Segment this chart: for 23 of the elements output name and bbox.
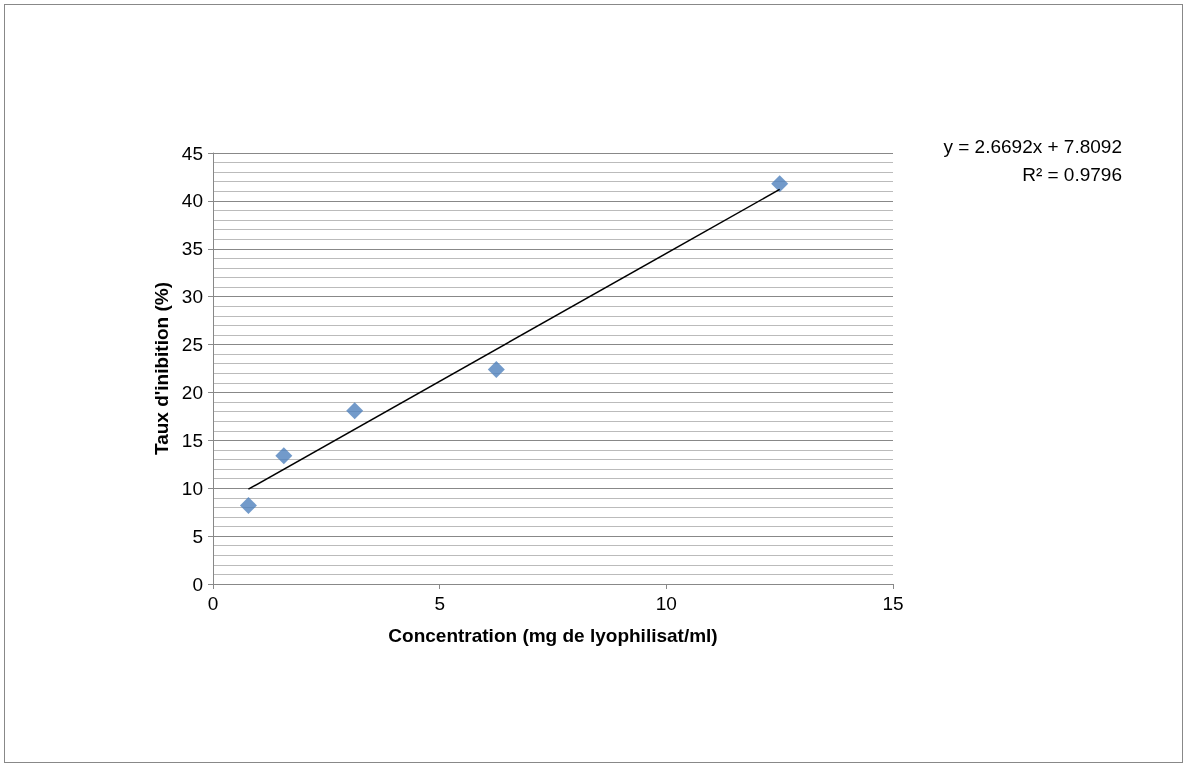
y-axis-title: Taux d'inibition (%)	[150, 281, 172, 456]
y-tick-label: 35	[181, 238, 203, 260]
y-tick-label: 15	[181, 429, 203, 451]
y-tick-label: 25	[181, 334, 203, 356]
y-tick-label: 5	[192, 525, 203, 547]
y-tick-label: 40	[181, 190, 203, 212]
y-tick-label: 20	[181, 381, 203, 403]
x-tick-label: 10	[655, 593, 677, 614]
point	[487, 360, 505, 378]
point	[239, 496, 257, 514]
point	[771, 175, 789, 193]
y-tick-label: 0	[192, 573, 203, 595]
x-tick-label: 0	[207, 593, 219, 614]
text: y = 2.6692x + 7.8092	[943, 136, 1122, 157]
y-tick-label: 30	[181, 286, 203, 308]
x-tick-label: 15	[882, 593, 904, 614]
x-tick-label: 5	[434, 593, 445, 614]
text: R² = 0.9796	[1022, 164, 1122, 185]
x-axis-title: Concentration (mg de lyophilisat/ml)	[388, 625, 718, 646]
y-tick-label: 10	[181, 477, 203, 499]
y-tick-label: 45	[181, 142, 203, 164]
point	[275, 447, 293, 465]
point	[346, 402, 364, 420]
